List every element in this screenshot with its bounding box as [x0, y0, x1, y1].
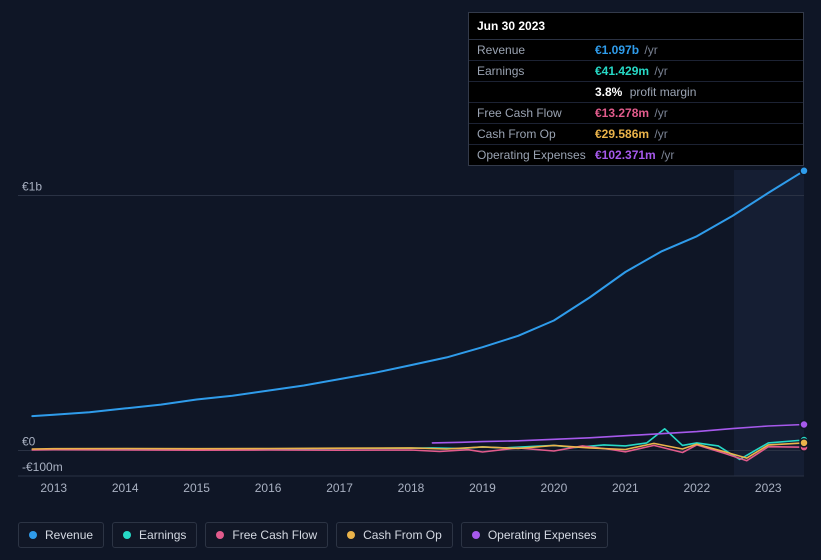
legend-item-revenue[interactable]: Revenue — [18, 522, 104, 548]
legend-dot-icon — [123, 531, 131, 539]
tooltip-row: Earnings€41.429m /yr — [469, 60, 803, 81]
tooltip-row-value: 3.8% — [595, 85, 622, 99]
y-axis-label: €1b — [22, 180, 42, 194]
x-axis-label: 2020 — [541, 481, 568, 495]
legend: Revenue Earnings Free Cash Flow Cash From O… — [18, 522, 608, 548]
tooltip-row-label — [477, 85, 595, 99]
tooltip-row-unit: /yr — [651, 64, 668, 78]
tooltip-row-unit: /yr — [658, 148, 675, 162]
legend-dot-icon — [216, 531, 224, 539]
tooltip-row-value: €102.371m — [595, 148, 656, 162]
legend-item-label: Operating Expenses — [488, 528, 597, 542]
hover-tooltip: Jun 30 2023 Revenue€1.097b /yrEarnings€4… — [468, 12, 804, 166]
series-revenue — [32, 171, 804, 416]
tooltip-row: Free Cash Flow€13.278m /yr — [469, 102, 803, 123]
x-axis-label: 2019 — [469, 481, 496, 495]
tooltip-row: Revenue€1.097b /yr — [469, 40, 803, 60]
series-end-marker-revenue — [800, 167, 808, 175]
tooltip-row-label: Free Cash Flow — [477, 106, 595, 120]
legend-dot-icon — [347, 531, 355, 539]
series-end-marker-cfo — [800, 439, 808, 447]
series-end-marker-opex — [800, 420, 808, 428]
series-earnings — [32, 429, 804, 460]
tooltip-row: Operating Expenses€102.371m /yr — [469, 144, 803, 165]
legend-item-label: Cash From Op — [363, 528, 442, 542]
x-axis-label: 2014 — [112, 481, 139, 495]
legend-dot-icon — [29, 531, 37, 539]
tooltip-row-value-wrap: €102.371m /yr — [595, 148, 674, 162]
hover-band — [734, 170, 804, 476]
x-axis-label: 2015 — [183, 481, 210, 495]
legend-item-label: Revenue — [45, 528, 93, 542]
legend-item-cfo[interactable]: Cash From Op — [336, 522, 453, 548]
tooltip-row-unit: /yr — [651, 127, 668, 141]
legend-item-earnings[interactable]: Earnings — [112, 522, 197, 548]
tooltip-row-label: Cash From Op — [477, 127, 595, 141]
tooltip-row-value-wrap: €41.429m /yr — [595, 64, 668, 78]
tooltip-row-value: €41.429m — [595, 64, 649, 78]
tooltip-row-unit: /yr — [641, 43, 658, 57]
y-axis-label: €0 — [22, 435, 36, 449]
tooltip-row-label: Revenue — [477, 43, 595, 57]
tooltip-row-value-wrap: €1.097b /yr — [595, 43, 658, 57]
x-axis-label: 2018 — [398, 481, 425, 495]
tooltip-row-sub: profit margin — [626, 85, 696, 99]
x-axis-label: 2022 — [683, 481, 710, 495]
tooltip-row-unit: /yr — [651, 106, 668, 120]
x-axis-label: 2017 — [326, 481, 353, 495]
x-axis-label: 2021 — [612, 481, 639, 495]
tooltip-row-value-wrap: €29.586m /yr — [595, 127, 668, 141]
tooltip-row: 3.8% profit margin — [469, 81, 803, 102]
x-axis-label: 2016 — [255, 481, 282, 495]
y-axis-label: -€100m — [22, 460, 63, 474]
legend-dot-icon — [472, 531, 480, 539]
tooltip-row-value-wrap: 3.8% profit margin — [595, 85, 696, 99]
tooltip-row-value-wrap: €13.278m /yr — [595, 106, 668, 120]
legend-item-opex[interactable]: Operating Expenses — [461, 522, 608, 548]
tooltip-row-label: Earnings — [477, 64, 595, 78]
legend-item-label: Earnings — [139, 528, 186, 542]
tooltip-row-value: €13.278m — [595, 106, 649, 120]
x-axis-label: 2023 — [755, 481, 782, 495]
tooltip-row: Cash From Op€29.586m /yr — [469, 123, 803, 144]
legend-item-label: Free Cash Flow — [232, 528, 317, 542]
legend-item-fcf[interactable]: Free Cash Flow — [205, 522, 328, 548]
tooltip-row-label: Operating Expenses — [477, 148, 595, 162]
x-axis-label: 2013 — [40, 481, 67, 495]
tooltip-row-value: €1.097b — [595, 43, 639, 57]
tooltip-date: Jun 30 2023 — [469, 13, 803, 40]
tooltip-row-value: €29.586m — [595, 127, 649, 141]
